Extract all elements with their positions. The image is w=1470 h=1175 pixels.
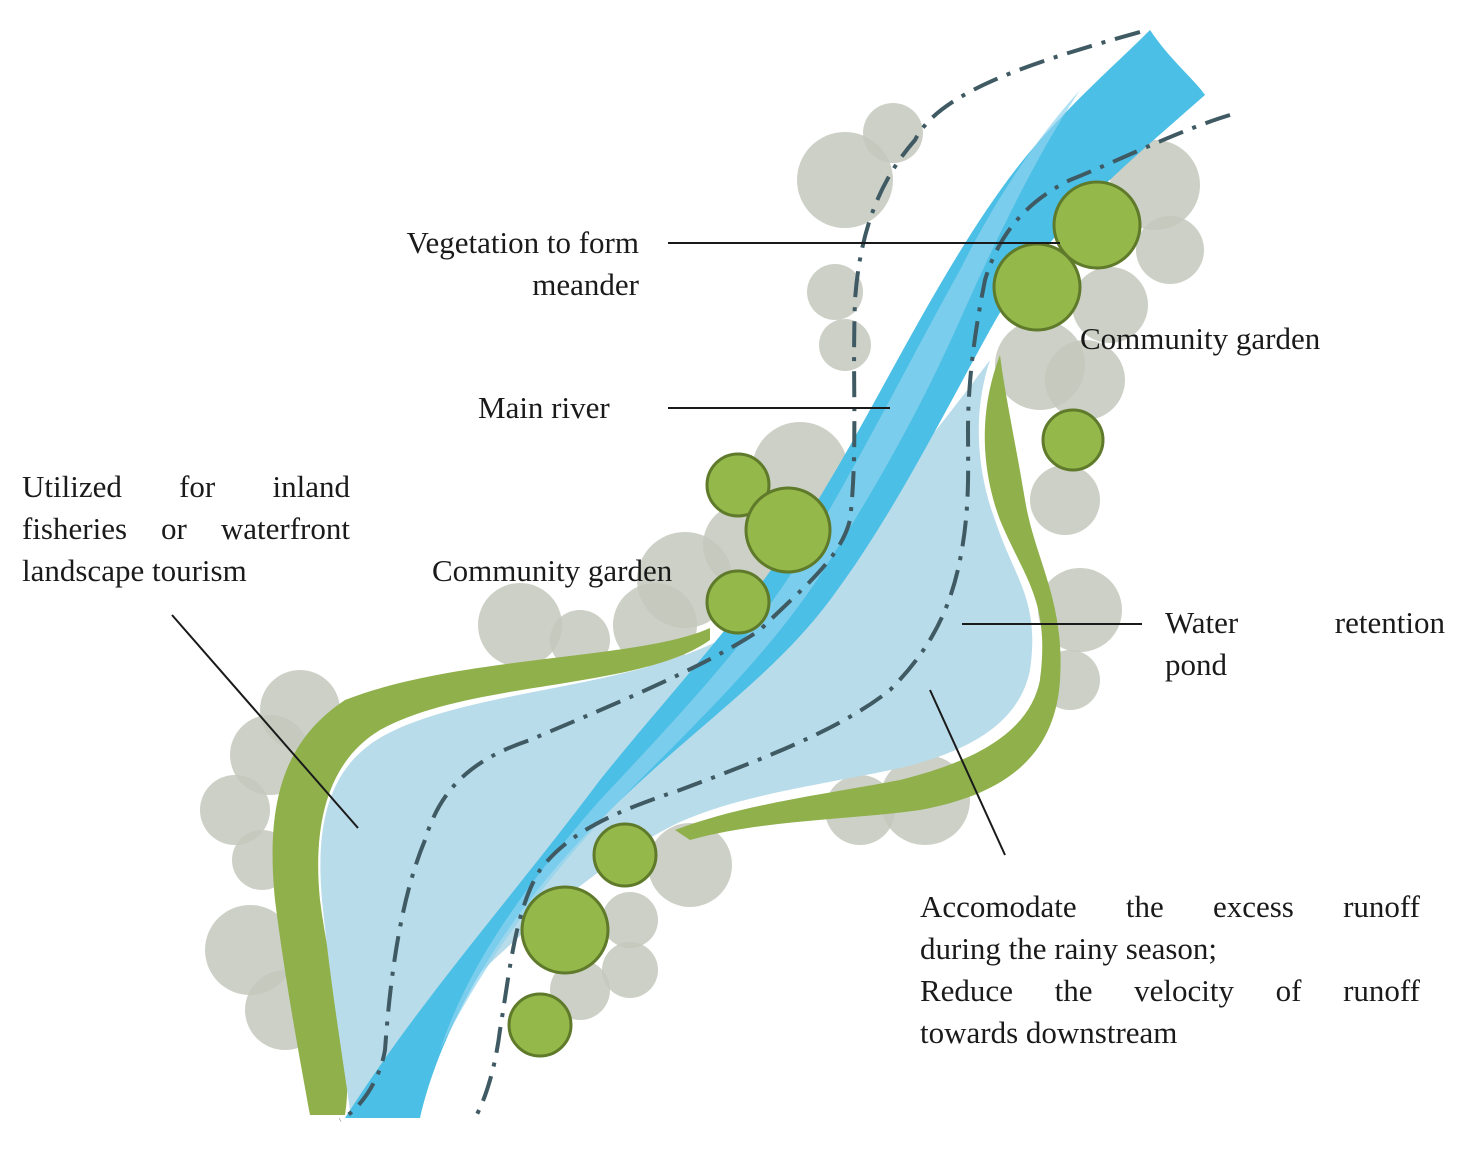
outer-boundary-left bbox=[339, 30, 1141, 1122]
gray-tree bbox=[1136, 216, 1204, 284]
gray-tree bbox=[602, 892, 658, 948]
green-tree bbox=[1041, 408, 1105, 472]
accomodate-label-line-3: Reduce the velocity of runoff bbox=[920, 973, 1420, 1008]
green-tree bbox=[992, 242, 1082, 332]
accomodate-label-line-4: towards downstream bbox=[920, 1015, 1178, 1050]
utilized-label: Utilized for inland fisheries or waterfr… bbox=[22, 466, 350, 592]
leader-lines bbox=[171, 242, 1142, 856]
water-retention-label: Water retention pond bbox=[1165, 602, 1445, 686]
water-retention-label-line-1: Water retention bbox=[1165, 605, 1445, 640]
main-river-label: Main river bbox=[478, 387, 610, 429]
community-garden-right-label: Community garden bbox=[1080, 318, 1320, 360]
green-tree bbox=[705, 569, 771, 635]
gray-tree bbox=[478, 583, 562, 667]
green-tree bbox=[592, 822, 658, 888]
utilized-leader bbox=[171, 614, 359, 829]
outer-boundary-right bbox=[473, 113, 1231, 1119]
green-tree bbox=[507, 992, 573, 1058]
gray-tree bbox=[807, 264, 863, 320]
gray-tree bbox=[1045, 340, 1125, 420]
green-tree bbox=[705, 452, 771, 518]
accomodate-label: Accomodate the excess runoff during the … bbox=[920, 886, 1420, 1054]
gray-tree bbox=[200, 775, 270, 845]
accomodate-leader bbox=[929, 689, 1006, 856]
green-tree bbox=[744, 486, 832, 574]
gray-tree bbox=[1030, 465, 1100, 535]
utilized-label-line-1: Utilized for inland bbox=[22, 469, 350, 504]
vegetation-label-line-1: Vegetation to form bbox=[406, 225, 639, 260]
green-tree bbox=[1052, 180, 1142, 270]
accomodate-label-line-1: Accomodate the excess runoff bbox=[920, 889, 1420, 924]
gray-tree bbox=[602, 942, 658, 998]
utilized-label-line-2: fisheries or waterfront bbox=[22, 511, 350, 546]
utilized-label-line-3: landscape tourism bbox=[22, 553, 247, 588]
green-trees bbox=[507, 180, 1142, 1058]
vegetation-label-line-2: meander bbox=[532, 267, 639, 302]
gray-tree bbox=[1038, 568, 1122, 652]
main-river-label-text: Main river bbox=[478, 390, 610, 425]
water-retention-label-line-2: pond bbox=[1165, 647, 1227, 682]
community-garden-right-text: Community garden bbox=[1080, 321, 1321, 356]
gray-trees bbox=[200, 103, 1204, 1050]
gray-tree bbox=[819, 319, 871, 371]
river-light-band bbox=[440, 90, 1080, 1050]
community-garden-left-text: Community garden bbox=[432, 553, 673, 588]
gray-tree bbox=[648, 823, 732, 907]
boundary-lines bbox=[339, 30, 1231, 1122]
vegetation-label: Vegetation to form meander bbox=[355, 222, 639, 306]
green-tree bbox=[520, 885, 610, 975]
accomodate-label-line-2: during the rainy season; bbox=[920, 931, 1218, 966]
gray-tree bbox=[797, 132, 893, 228]
community-garden-left-label: Community garden bbox=[432, 550, 672, 592]
left-bank bbox=[272, 628, 710, 1115]
gray-tree bbox=[863, 103, 923, 163]
gray-tree bbox=[1072, 267, 1148, 343]
